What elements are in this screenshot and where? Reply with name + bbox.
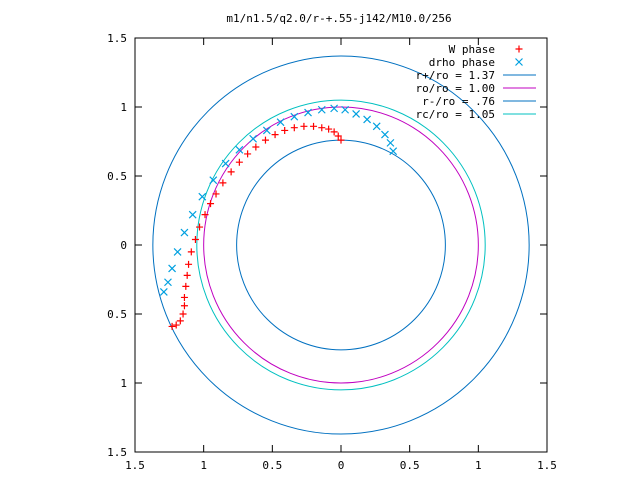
w-phase-point [212, 190, 220, 198]
w-phase-point [168, 322, 176, 330]
w-phase-point [201, 211, 209, 219]
w-phase-point [330, 128, 338, 136]
drho-phase-point [341, 105, 350, 114]
reference-circle [236, 139, 446, 351]
chart-title: m1/n1.5/q2.0/r-+.55-j142/M10.0/256 [226, 12, 451, 25]
drho-phase-point [198, 192, 207, 201]
y-tick-label: 1.5 [107, 446, 127, 459]
w-phase-point [300, 122, 308, 130]
w-phase-point [219, 179, 227, 187]
legend-label: rc/ro = 1.05 [416, 108, 495, 121]
w-phase-point [337, 136, 345, 144]
y-tick-label: 1 [120, 101, 127, 114]
x-tick-label: 1 [475, 459, 482, 472]
drho-phase-point [180, 228, 189, 237]
w-phase-point [227, 168, 235, 176]
y-tick-label: 1.5 [107, 32, 127, 45]
legend-label: W phase [449, 43, 495, 56]
y-tick-label: 0.5 [107, 170, 127, 183]
x-tick-label: 0.5 [262, 459, 282, 472]
legend-label: r-/ro = .76 [422, 95, 495, 108]
drho-phase-point [164, 278, 172, 287]
x-tick-label: 1 [200, 459, 207, 472]
drho-phase-point [235, 145, 244, 154]
w-phase-point [261, 136, 269, 144]
w-phase-point [244, 150, 252, 158]
w-phase-point [318, 124, 326, 132]
w-phase-point [180, 302, 188, 310]
w-phase-point [196, 223, 204, 231]
y-tick-label: 1 [120, 377, 127, 390]
w-phase-point [271, 131, 279, 139]
w-phase-point [172, 321, 180, 329]
drho-phase-point [372, 122, 381, 131]
legend-label: ro/ro = 1.00 [416, 82, 495, 95]
reference-circles [152, 55, 530, 435]
reference-circle [203, 106, 479, 384]
drho-phase-point [159, 287, 168, 296]
x-tick-label: 1.5 [125, 459, 145, 472]
w-phase-point [334, 132, 342, 140]
drho-phase-point [363, 115, 372, 124]
drho-phase-point [209, 176, 218, 185]
legend-marker-swatch [515, 58, 523, 66]
drho-phase-point [173, 247, 182, 256]
w-phase-point [281, 126, 289, 134]
w-phase-point [183, 271, 191, 279]
w-phase-point [182, 282, 190, 290]
reference-circle [196, 99, 486, 391]
w-phase-point [180, 293, 188, 301]
legend-marker-swatch [515, 45, 523, 53]
w-phase-point [187, 248, 195, 256]
drho-phase-point [330, 104, 339, 113]
drho-phase-point [290, 112, 299, 121]
w-phase-point [235, 158, 243, 166]
w-phase-point [252, 143, 260, 151]
x-tick-label: 0.5 [400, 459, 420, 472]
w-phase-point [179, 310, 187, 318]
drho-phase-point [262, 126, 271, 135]
drho-phase-point [381, 130, 389, 139]
w-phase-point [185, 260, 193, 268]
x-tick-label: 1.5 [537, 459, 557, 472]
drho-phase-point [352, 109, 361, 118]
legend-label: r+/ro = 1.37 [416, 69, 495, 82]
w-phase-point [310, 122, 318, 130]
w-phase-point [176, 317, 184, 325]
y-tick-label: 0 [120, 239, 127, 252]
w-phase-point [290, 124, 298, 132]
w-phase-point [191, 235, 199, 243]
drho-phase-point [188, 210, 197, 219]
drho-phase-point [389, 147, 398, 156]
drho-phase-point [168, 264, 177, 273]
drho-phase-point [249, 134, 258, 143]
x-tick-label: 0 [338, 459, 345, 472]
reference-circle [152, 55, 530, 435]
drho-phase-point [276, 118, 285, 127]
drho-phase-point [304, 108, 312, 117]
y-tick-label: 0.5 [107, 308, 127, 321]
drho-phase-point [221, 159, 230, 168]
legend-label: drho phase [429, 56, 495, 69]
drho-phase-point [317, 105, 326, 114]
w-phase-point [325, 125, 333, 133]
w-phase-point [207, 200, 215, 208]
drho-phase-point [386, 138, 395, 147]
data-points [159, 104, 398, 330]
axes: 1.5 1 0.5 0 0.5 1 1.51.510.500.511.5 [107, 32, 557, 472]
